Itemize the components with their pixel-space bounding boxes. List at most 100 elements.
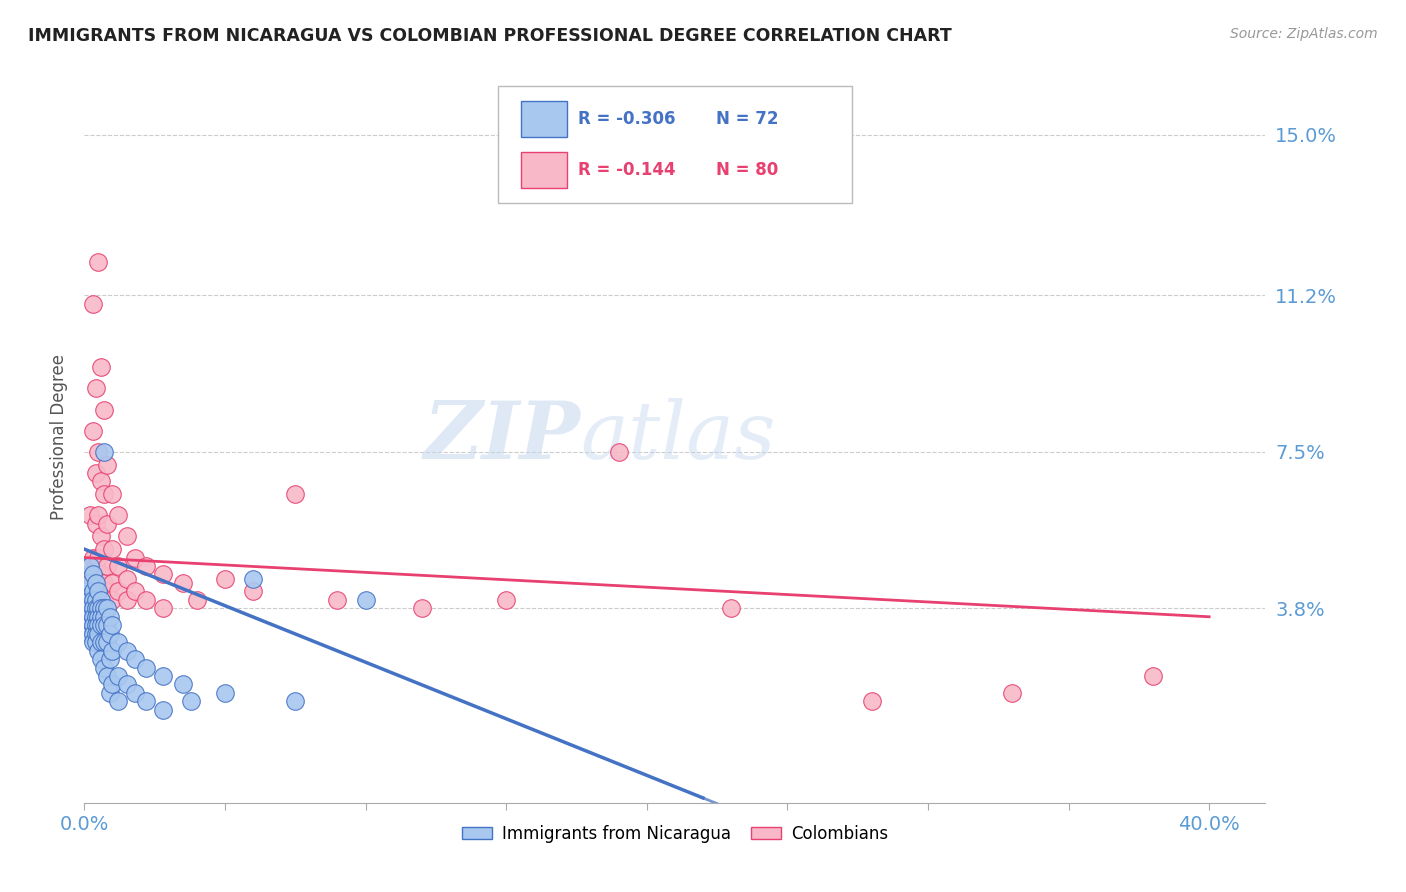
Point xyxy=(96,669,118,683)
Point xyxy=(284,694,307,708)
Point xyxy=(79,567,101,582)
Point xyxy=(607,445,630,459)
Point xyxy=(1142,669,1164,683)
Point xyxy=(101,487,124,501)
Point xyxy=(115,529,138,543)
Point xyxy=(107,694,129,708)
Point xyxy=(82,584,104,599)
Point xyxy=(96,601,118,615)
Text: R = -0.306: R = -0.306 xyxy=(578,110,675,128)
Text: N = 72: N = 72 xyxy=(716,110,779,128)
Point xyxy=(242,584,264,599)
Point xyxy=(87,592,110,607)
Point xyxy=(79,609,101,624)
Point xyxy=(76,584,98,599)
Point xyxy=(82,592,104,607)
Point xyxy=(90,635,112,649)
Point xyxy=(90,609,112,624)
Point xyxy=(96,458,118,472)
Point xyxy=(115,677,138,691)
Point xyxy=(93,487,115,501)
FancyBboxPatch shape xyxy=(498,86,852,203)
Point xyxy=(93,445,115,459)
Point xyxy=(90,360,112,375)
FancyBboxPatch shape xyxy=(522,101,568,136)
Point xyxy=(90,652,112,666)
Point xyxy=(82,609,104,624)
Point xyxy=(87,508,110,523)
Point xyxy=(84,601,107,615)
Point xyxy=(107,584,129,599)
Point xyxy=(124,584,146,599)
Point xyxy=(90,601,112,615)
Point xyxy=(135,694,157,708)
FancyBboxPatch shape xyxy=(522,153,568,188)
Point xyxy=(115,592,138,607)
Point xyxy=(93,618,115,632)
Point xyxy=(84,592,107,607)
Point xyxy=(96,559,118,574)
Point xyxy=(180,694,202,708)
Point xyxy=(87,254,110,268)
Point xyxy=(107,559,129,574)
Point xyxy=(720,601,742,615)
Point xyxy=(82,576,104,591)
Point xyxy=(93,601,115,615)
Point xyxy=(90,567,112,582)
Point xyxy=(93,402,115,417)
Point xyxy=(96,584,118,599)
Point xyxy=(82,567,104,582)
Point xyxy=(101,643,124,657)
Point xyxy=(124,550,146,565)
Point xyxy=(76,584,98,599)
Point xyxy=(84,592,107,607)
Point xyxy=(87,550,110,565)
Point xyxy=(101,576,124,591)
Point xyxy=(98,626,121,640)
Point xyxy=(115,572,138,586)
Point xyxy=(93,609,115,624)
Point xyxy=(98,686,121,700)
Point xyxy=(84,516,107,531)
Point xyxy=(186,592,208,607)
Point xyxy=(860,694,883,708)
Point xyxy=(90,618,112,632)
Point xyxy=(84,626,107,640)
Point xyxy=(172,576,194,591)
Point xyxy=(87,626,110,640)
Point xyxy=(354,592,377,607)
Point xyxy=(101,618,124,632)
Point xyxy=(84,609,107,624)
Point xyxy=(87,601,110,615)
Point xyxy=(96,618,118,632)
Point xyxy=(84,635,107,649)
Point xyxy=(82,550,104,565)
Point xyxy=(76,618,98,632)
Point xyxy=(87,445,110,459)
Point xyxy=(107,635,129,649)
Point xyxy=(82,618,104,632)
Point xyxy=(76,609,98,624)
Point xyxy=(90,529,112,543)
Point xyxy=(82,601,104,615)
Point xyxy=(79,626,101,640)
Point xyxy=(152,567,174,582)
Point xyxy=(96,601,118,615)
Text: N = 80: N = 80 xyxy=(716,161,779,179)
Point xyxy=(242,572,264,586)
Point xyxy=(84,618,107,632)
Point xyxy=(124,652,146,666)
Point xyxy=(87,643,110,657)
Point xyxy=(79,592,101,607)
Y-axis label: Professional Degree: Professional Degree xyxy=(49,354,67,520)
Point xyxy=(76,592,98,607)
Point xyxy=(79,508,101,523)
Point xyxy=(101,592,124,607)
Point xyxy=(411,601,433,615)
Point xyxy=(107,508,129,523)
Text: ZIP: ZIP xyxy=(423,399,581,475)
Point xyxy=(76,576,98,591)
Point xyxy=(82,297,104,311)
Point xyxy=(87,609,110,624)
Point xyxy=(84,466,107,480)
